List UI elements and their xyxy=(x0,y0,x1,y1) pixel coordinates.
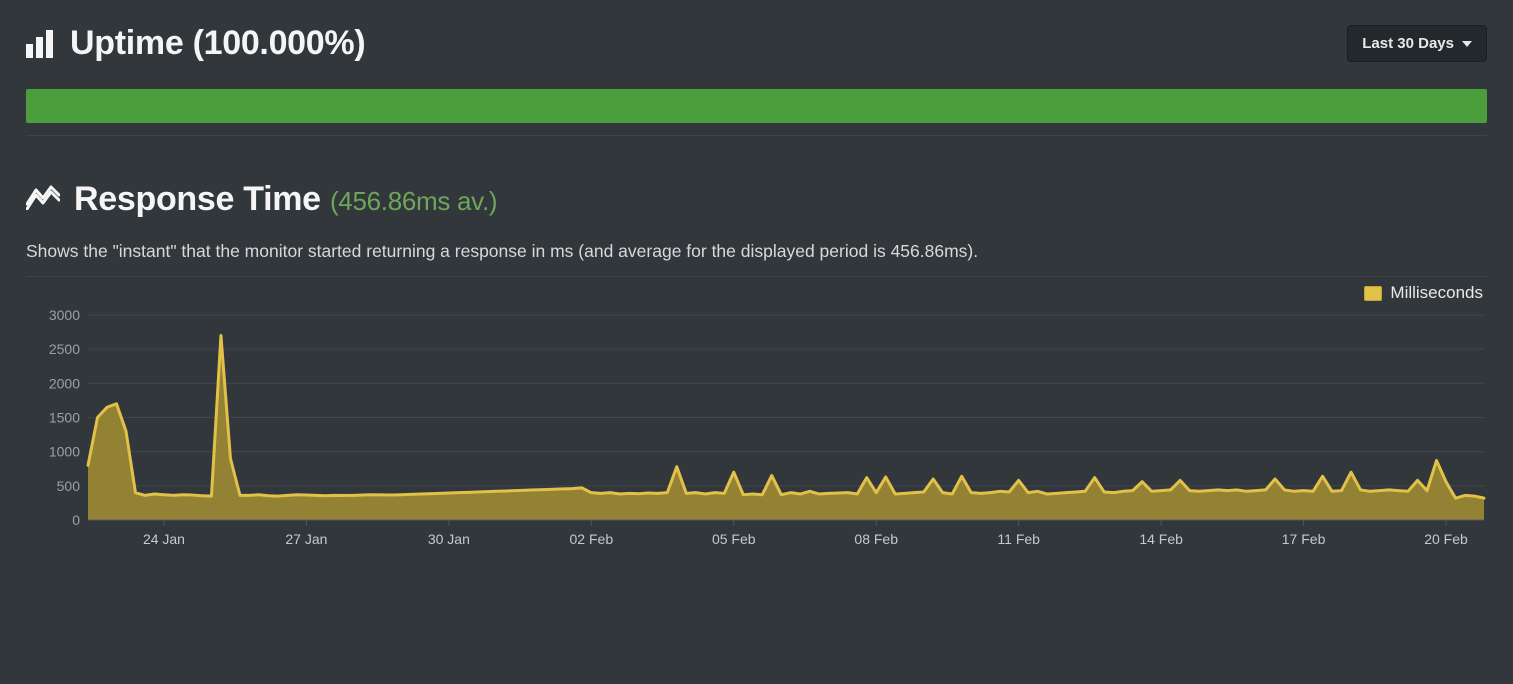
svg-text:500: 500 xyxy=(57,478,81,494)
svg-text:20 Feb: 20 Feb xyxy=(1424,531,1468,547)
response-time-chart: 0 500 1000 1500 2000 2500 3000 24 Jan 27 Jan 30 J… xyxy=(26,307,1487,557)
uptime-header: Uptime (100.000%) Last 30 Days xyxy=(26,24,1487,63)
dashboard-page: Uptime (100.000%) Last 30 Days Response … xyxy=(0,0,1513,577)
section-divider-2 xyxy=(26,276,1487,277)
response-time-avg: (456.86ms av.) xyxy=(330,186,497,216)
chart-line-icon xyxy=(26,184,60,215)
uptime-bar-wrap xyxy=(26,89,1487,123)
response-time-title-text: Response Time xyxy=(74,180,321,218)
svg-text:14 Feb: 14 Feb xyxy=(1139,531,1183,547)
svg-text:02 Feb: 02 Feb xyxy=(570,531,614,547)
response-time-chart-svg: 0 500 1000 1500 2000 2500 3000 24 Jan 27 Jan 30 J… xyxy=(26,307,1486,557)
response-time-title-wrap: Response Time (456.86ms av.) xyxy=(26,180,1487,219)
section-divider xyxy=(26,135,1487,136)
response-time-title: Response Time (456.86ms av.) xyxy=(74,180,497,219)
svg-text:2500: 2500 xyxy=(49,341,80,357)
svg-text:11 Feb: 11 Feb xyxy=(997,531,1040,547)
svg-text:30 Jan: 30 Jan xyxy=(428,531,470,547)
svg-text:05 Feb: 05 Feb xyxy=(712,531,756,547)
svg-text:08 Feb: 08 Feb xyxy=(854,531,898,547)
svg-text:2000: 2000 xyxy=(49,375,80,391)
svg-text:1000: 1000 xyxy=(49,444,80,460)
legend-label: Milliseconds xyxy=(1390,283,1483,303)
svg-text:27 Jan: 27 Jan xyxy=(285,531,327,547)
response-time-description: Shows the "instant" that the monitor sta… xyxy=(26,241,1487,262)
uptime-title: Uptime (100.000%) xyxy=(70,24,365,63)
time-range-label: Last 30 Days xyxy=(1362,35,1454,52)
svg-text:17 Feb: 17 Feb xyxy=(1282,531,1326,547)
svg-text:0: 0 xyxy=(72,512,80,528)
uptime-title-wrap: Uptime (100.000%) xyxy=(26,24,365,63)
uptime-bar xyxy=(26,89,1487,123)
svg-text:24 Jan: 24 Jan xyxy=(143,531,185,547)
svg-text:1500: 1500 xyxy=(49,410,80,426)
time-range-button[interactable]: Last 30 Days xyxy=(1347,25,1487,62)
bars-icon xyxy=(26,30,56,58)
chevron-down-icon xyxy=(1462,41,1472,47)
svg-text:3000: 3000 xyxy=(49,307,80,323)
chart-legend: Milliseconds xyxy=(26,283,1487,303)
legend-swatch xyxy=(1364,286,1382,301)
